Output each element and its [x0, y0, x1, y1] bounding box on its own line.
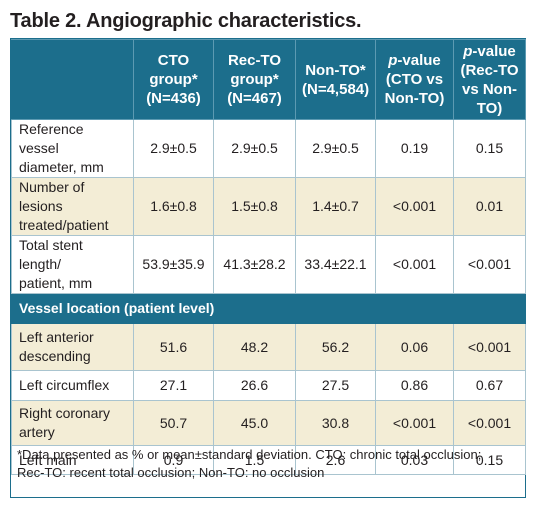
cell-nonto: 2.9±0.5: [295, 119, 376, 178]
row-label: Total stent length/patient, mm: [11, 235, 134, 294]
table-row: Reference vessel diameter, mm 2.9±0.5 2.9…: [11, 119, 526, 178]
header-row: CTO group* (N=436) Rec-TO group* (N=467)…: [11, 39, 526, 120]
row-label: Left main: [11, 445, 134, 475]
section-title: Vessel location (patient level): [11, 293, 526, 324]
cell-nonto: 2.6: [295, 445, 376, 475]
cell-recto: 2.9±0.5: [213, 119, 296, 178]
header-corner: [11, 39, 134, 120]
cell-cto: 53.9±35.9: [133, 235, 214, 294]
cell-cto: 1.6±0.8: [133, 177, 214, 236]
section-header-row: Vessel location (patient level): [11, 293, 526, 324]
table-row: Left anterior descending 51.6 48.2 56.2 0…: [11, 323, 526, 371]
cell-cto: 27.1: [133, 370, 214, 401]
table-footnote: *Data presented as % or mean±standard de…: [17, 447, 482, 480]
row-label: Left anterior descending: [11, 323, 134, 371]
cell-p1: 0.19: [375, 119, 454, 178]
row-label: Left circumflex: [11, 370, 134, 401]
header-cto-group: CTO group* (N=436): [133, 39, 214, 120]
data-table: CTO group* (N=436) Rec-TO group* (N=467)…: [11, 39, 526, 475]
row-label: Reference vessel diameter, mm: [11, 119, 134, 178]
table-row: Number of lesions treated/patient 1.6±0.8…: [11, 177, 526, 236]
cell-p2: 0.15: [453, 119, 526, 178]
cell-nonto: 27.5: [295, 370, 376, 401]
header-recto-group: Rec-TO group* (N=467): [213, 39, 296, 120]
cell-recto: 41.3±28.2: [213, 235, 296, 294]
cell-p1: 0.86: [375, 370, 454, 401]
cell-recto: 45.0: [213, 400, 296, 446]
cell-cto: 2.9±0.5: [133, 119, 214, 178]
table-row: Total stent length/patient, mm 53.9±35.9…: [11, 235, 526, 294]
header-pvalue-cto-vs-nonto: p-value (CTO vs Non-TO): [375, 39, 454, 120]
cell-p1: <0.001: [375, 400, 454, 446]
cell-p2: 0.15: [453, 445, 526, 475]
header-pvalue-recto-vs-nonto: p-value (Rec-TO vs Non-TO): [453, 39, 526, 120]
cell-cto: 0.9: [133, 445, 214, 475]
cell-recto: 1.5±0.8: [213, 177, 296, 236]
header-nonto-group: Non-TO* (N=4,584): [295, 39, 376, 120]
cell-p2: 0.01: [453, 177, 526, 236]
row-label: Number of lesions treated/patient: [11, 177, 134, 236]
cell-p1: <0.001: [375, 235, 454, 294]
cell-cto: 50.7: [133, 400, 214, 446]
cell-nonto: 30.8: [295, 400, 376, 446]
cell-p1: <0.001: [375, 177, 454, 236]
cell-recto: 26.6: [213, 370, 296, 401]
cell-p2: <0.001: [453, 323, 526, 371]
cell-p1: 0.06: [375, 323, 454, 371]
table-title: Table 2. Angiographic characteristics.: [10, 10, 362, 32]
table-row: Left main 0.9 1.5 2.6 0.03 0.15: [11, 445, 526, 475]
row-label: Right coronary artery: [11, 400, 134, 446]
cell-p2: 0.67: [453, 370, 526, 401]
cell-nonto: 56.2: [295, 323, 376, 371]
cell-nonto: 33.4±22.1: [295, 235, 376, 294]
table-row: Right coronary artery 50.7 45.0 30.8 <0.0…: [11, 400, 526, 446]
table-row: Left circumflex 27.1 26.6 27.5 0.86 0.67: [11, 370, 526, 401]
cell-p2: <0.001: [453, 400, 526, 446]
cell-nonto: 1.4±0.7: [295, 177, 376, 236]
cell-cto: 51.6: [133, 323, 214, 371]
cell-p2: <0.001: [453, 235, 526, 294]
cell-recto: 48.2: [213, 323, 296, 371]
angiographic-table: CTO group* (N=436) Rec-TO group* (N=467)…: [10, 38, 526, 498]
